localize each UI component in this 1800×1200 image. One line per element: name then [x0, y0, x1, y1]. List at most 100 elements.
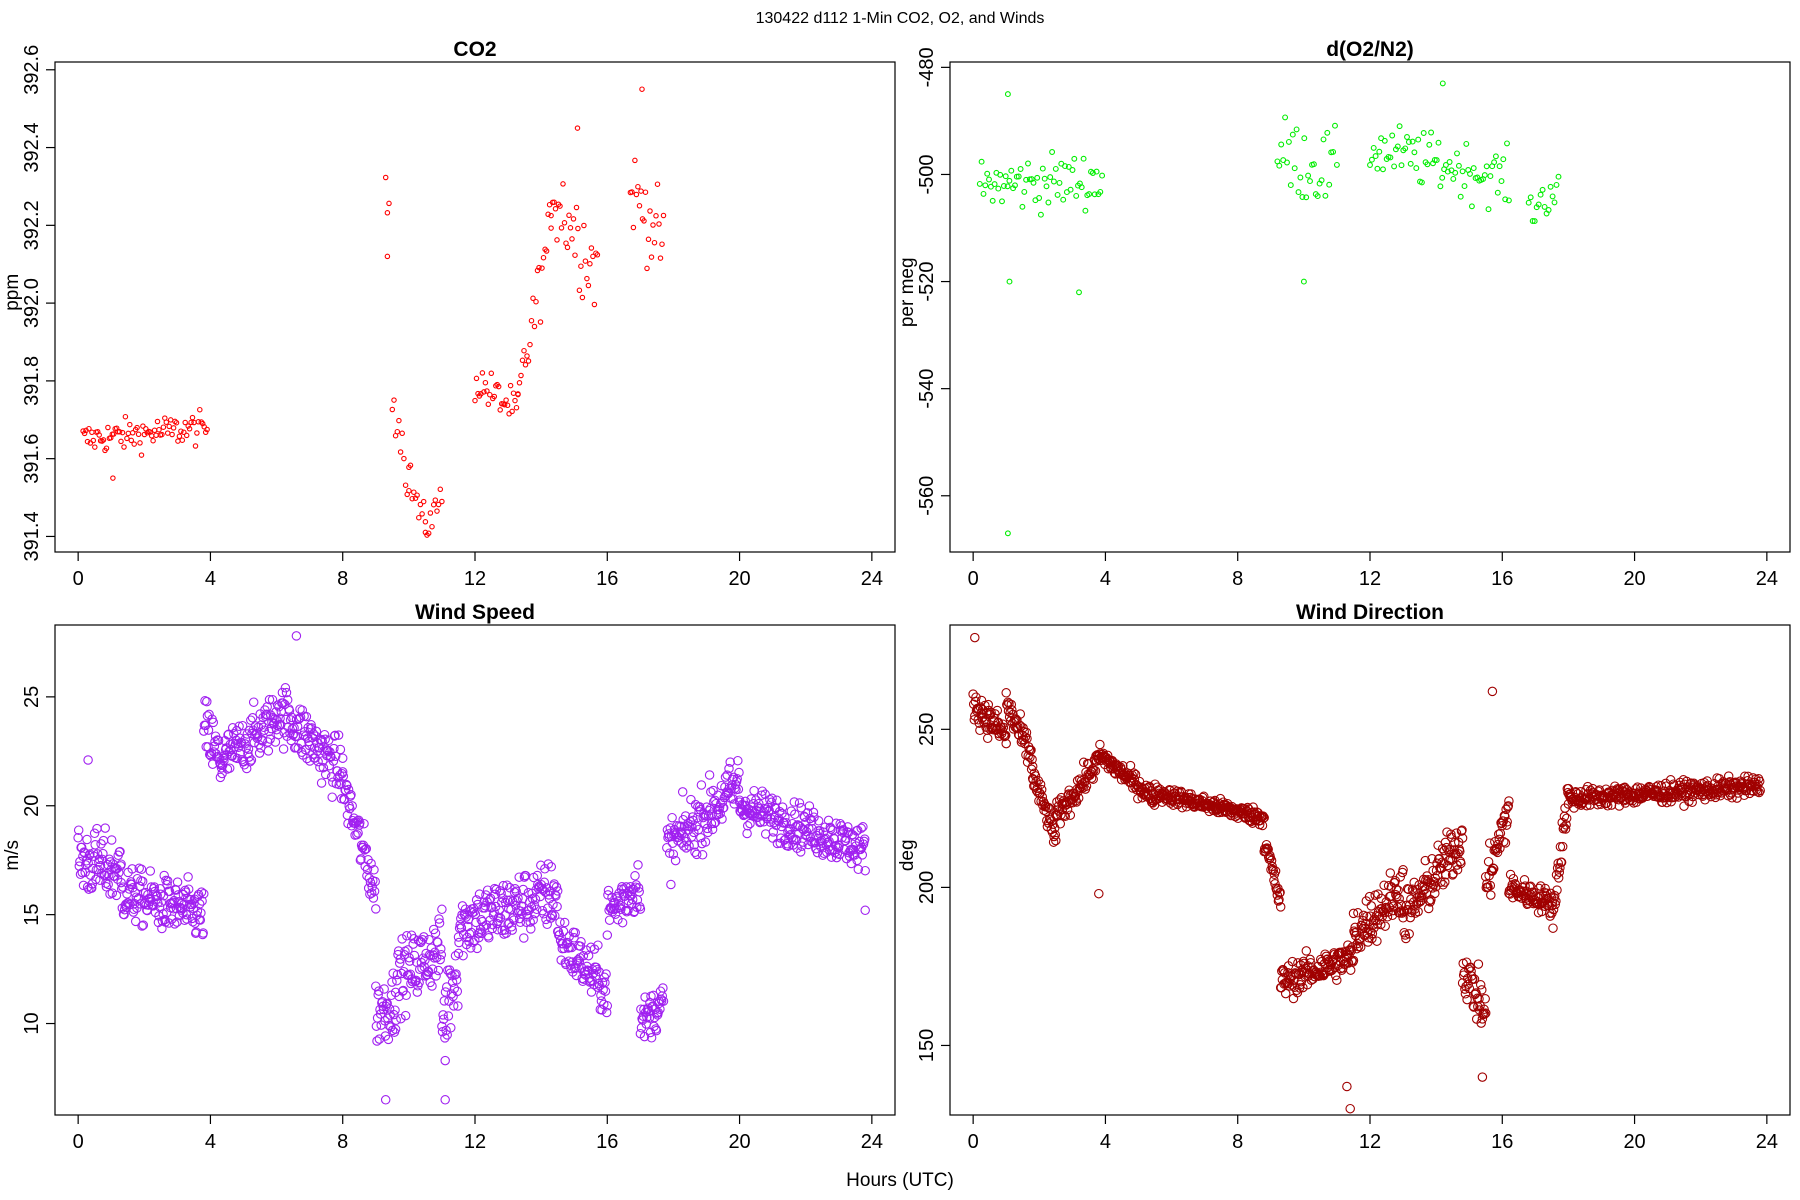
- data-point: [1021, 727, 1032, 738]
- data-point: [248, 725, 258, 736]
- data-point: [1081, 781, 1092, 791]
- points-wind_direction: [968, 632, 1765, 1114]
- data-point: [318, 762, 329, 773]
- data-point: [1039, 165, 1046, 172]
- data-point: [654, 181, 661, 187]
- data-point: [653, 213, 659, 219]
- data-point: [182, 914, 192, 924]
- data-point: [399, 950, 410, 960]
- data-point: [616, 904, 626, 915]
- data-point: [491, 393, 498, 400]
- data-point: [1320, 967, 1331, 978]
- data-point: [507, 925, 517, 935]
- data-point: [1504, 140, 1510, 147]
- data-point: [435, 501, 442, 508]
- data-point: [1004, 91, 1011, 98]
- data-point: [1439, 174, 1446, 181]
- data-point: [425, 530, 432, 537]
- data-point: [346, 790, 356, 800]
- data-point: [592, 964, 602, 975]
- data-point: [581, 222, 587, 229]
- data-point: [639, 86, 645, 92]
- data-point: [536, 879, 547, 890]
- data-point: [1473, 959, 1484, 969]
- data-point: [1113, 761, 1124, 771]
- data-point: [976, 695, 987, 706]
- data-point: [588, 245, 595, 251]
- data-point: [1330, 962, 1340, 973]
- data-point: [813, 816, 824, 826]
- data-point: [689, 840, 700, 850]
- data-point: [443, 1011, 454, 1021]
- data-point: [742, 828, 752, 839]
- data-point: [1364, 891, 1375, 902]
- data-point: [1021, 188, 1028, 195]
- data-point: [138, 452, 145, 458]
- data-point: [617, 917, 628, 928]
- data-point: [1492, 843, 1502, 854]
- data-point: [1413, 165, 1420, 172]
- data-point: [1374, 165, 1381, 172]
- data-point: [176, 433, 183, 440]
- data-point: [406, 487, 412, 494]
- data-point: [1353, 908, 1363, 918]
- data-point: [182, 419, 188, 426]
- data-point: [989, 197, 996, 204]
- data-point: [76, 842, 87, 853]
- data-point: [233, 739, 243, 749]
- data-point: [1498, 178, 1505, 185]
- data-point: [110, 431, 117, 437]
- data-point: [248, 697, 259, 707]
- data-point: [196, 908, 206, 918]
- data-point: [1176, 787, 1187, 798]
- data-point: [1272, 890, 1283, 900]
- data-point: [593, 978, 604, 989]
- data-point: [160, 424, 167, 430]
- data-point: [757, 786, 768, 796]
- data-point: [1069, 167, 1076, 173]
- data-point: [636, 203, 643, 209]
- data-point: [1477, 1072, 1488, 1082]
- data-point: [240, 739, 250, 749]
- data-point: [496, 897, 507, 908]
- data-point: [164, 430, 171, 436]
- data-point: [659, 241, 665, 247]
- data-point: [1553, 181, 1560, 188]
- data-point: [516, 380, 523, 386]
- data-point: [1078, 757, 1089, 768]
- data-point: [1299, 194, 1306, 200]
- data-point: [1127, 770, 1137, 780]
- y-tick-label: 392.2: [21, 200, 43, 250]
- data-point: [172, 877, 183, 887]
- data-point: [666, 879, 676, 890]
- data-point: [602, 930, 613, 940]
- y-tick-label: 392.0: [21, 278, 43, 328]
- data-point: [194, 899, 205, 909]
- data-point: [856, 823, 866, 834]
- data-point: [1004, 183, 1011, 190]
- data-point: [640, 992, 650, 1002]
- data-point: [829, 834, 840, 844]
- data-point: [583, 950, 594, 961]
- data-point: [434, 918, 445, 928]
- data-point: [1025, 752, 1035, 763]
- data-point: [1172, 786, 1182, 797]
- data-point: [328, 756, 339, 766]
- data-point: [371, 981, 381, 991]
- data-point: [858, 822, 868, 832]
- data-point: [601, 1007, 612, 1018]
- data-point: [634, 887, 644, 897]
- data-point: [1280, 988, 1291, 999]
- data-point: [687, 812, 698, 822]
- data-point: [1387, 154, 1394, 161]
- data-point: [294, 713, 305, 724]
- data-point: [413, 935, 424, 946]
- data-point: [416, 514, 422, 521]
- data-point: [1485, 880, 1496, 891]
- data-point: [129, 430, 136, 436]
- data-point: [487, 391, 493, 398]
- data-point: [427, 510, 434, 516]
- data-point: [197, 406, 203, 413]
- data-point: [790, 809, 800, 820]
